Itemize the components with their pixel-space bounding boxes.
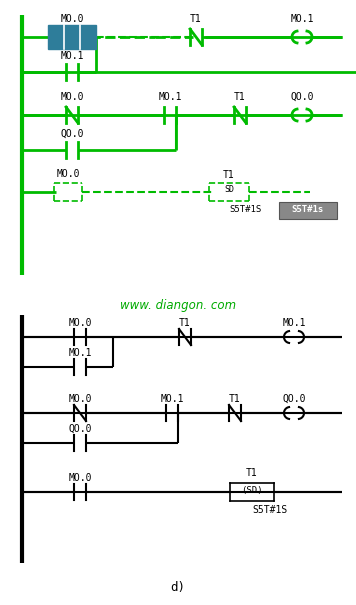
Text: T1: T1 bbox=[223, 170, 235, 180]
Text: MO.0: MO.0 bbox=[56, 169, 80, 179]
Text: MO.1: MO.1 bbox=[68, 348, 92, 358]
Text: T1: T1 bbox=[246, 468, 258, 478]
Text: MO.1: MO.1 bbox=[290, 14, 314, 24]
Text: QO.0: QO.0 bbox=[282, 394, 306, 404]
Text: MO.0: MO.0 bbox=[60, 92, 84, 102]
Text: QO.0: QO.0 bbox=[60, 129, 84, 139]
Text: T1: T1 bbox=[229, 394, 241, 404]
Text: MO.0: MO.0 bbox=[68, 473, 92, 483]
Text: MO.1: MO.1 bbox=[158, 92, 182, 102]
Text: MO.0: MO.0 bbox=[60, 14, 84, 24]
Text: MO.1: MO.1 bbox=[160, 394, 184, 404]
Text: MO.1: MO.1 bbox=[282, 318, 306, 328]
Text: d): d) bbox=[171, 581, 185, 594]
Text: MO.0: MO.0 bbox=[68, 318, 92, 328]
Text: T1: T1 bbox=[190, 14, 202, 24]
Text: QO.0: QO.0 bbox=[290, 92, 314, 102]
Text: MO.0: MO.0 bbox=[68, 394, 92, 404]
Text: www. diangon. com: www. diangon. com bbox=[120, 298, 236, 312]
Text: S5T#1s: S5T#1s bbox=[291, 206, 323, 215]
Text: MO.1: MO.1 bbox=[60, 51, 84, 61]
Text: SD: SD bbox=[224, 186, 234, 194]
Text: S5T#1S: S5T#1S bbox=[230, 204, 262, 214]
Text: T1: T1 bbox=[179, 318, 191, 328]
Text: (SD): (SD) bbox=[241, 485, 263, 494]
FancyBboxPatch shape bbox=[278, 201, 336, 218]
Text: QO.0: QO.0 bbox=[68, 424, 92, 434]
Text: T1: T1 bbox=[234, 92, 246, 102]
Text: S5T#1S: S5T#1S bbox=[252, 505, 288, 515]
Bar bbox=[48, 25, 96, 49]
